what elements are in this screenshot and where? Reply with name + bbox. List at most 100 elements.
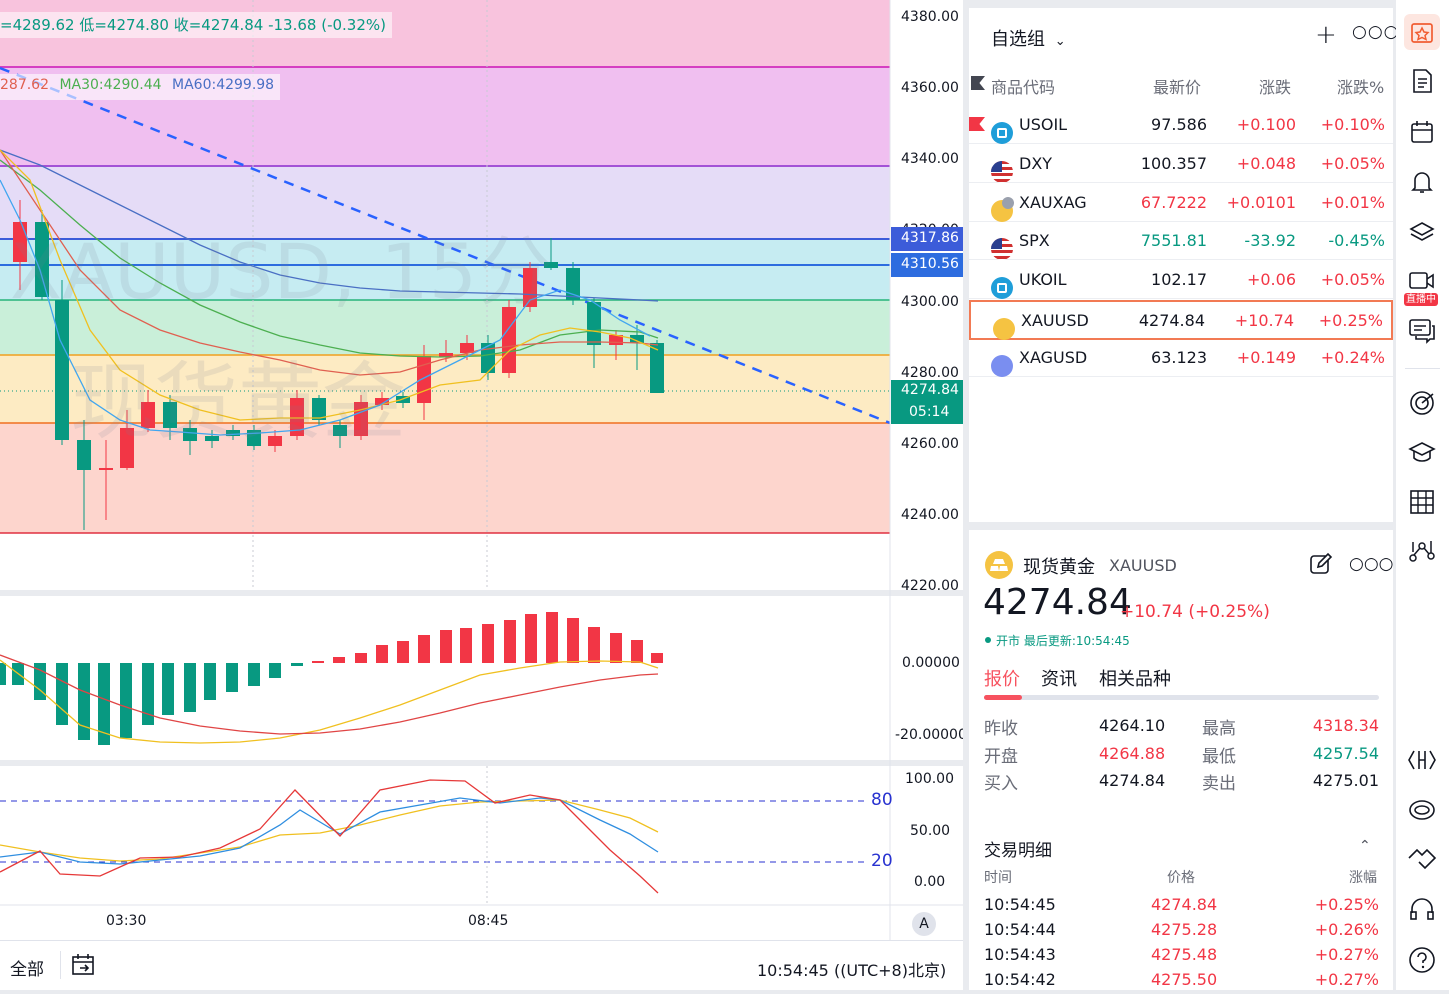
live-stream-icon[interactable] (1407, 266, 1437, 296)
symbol-name: XAGUSD (1019, 347, 1088, 367)
watchlist-row-spx[interactable]: SPX 7551.81 -33.92 -0.45% (969, 222, 1393, 261)
calendar-icon[interactable] (1407, 117, 1437, 147)
macd-bar (204, 663, 216, 700)
candle-body (99, 468, 113, 470)
handshake-icon[interactable] (1407, 843, 1437, 873)
symbol-name: XAUXAG (1019, 192, 1087, 212)
flag-marker-icon[interactable] (969, 117, 985, 131)
kdj-50-tick: 50.00 (910, 823, 951, 839)
symbol-name: SPX (1019, 231, 1050, 251)
header-symbol[interactable]: 商品代码 (991, 78, 1056, 97)
macd-bar (631, 640, 643, 663)
robot-icon[interactable] (1407, 795, 1437, 825)
add-symbol-icon[interactable]: + (1315, 20, 1337, 50)
price-chart[interactable] (0, 0, 963, 940)
candle-body (290, 398, 304, 436)
price-change-pct: +0.05% (1320, 270, 1385, 290)
grid-table-icon[interactable] (1407, 487, 1437, 517)
more-options-icon[interactable]: ○○○ (1352, 22, 1400, 42)
ohlc-legend: =4289.62 低=4274.80 收=4274.84 -13.68 (-0.… (0, 12, 392, 38)
watchlist-header: 商品代码 最新价 涨跌 涨跌% (969, 70, 1393, 104)
help-icon[interactable] (1407, 945, 1437, 975)
macd-bar (0, 663, 6, 685)
stat-label: 开盘 (984, 746, 1018, 767)
tab-news[interactable]: 资讯 (1041, 669, 1077, 690)
header-change-pct[interactable]: 涨跌% (1337, 78, 1385, 97)
trade-pct: +0.26% (1314, 920, 1379, 939)
price-tick: 4340.00 (901, 151, 959, 167)
news-icon[interactable] (1407, 66, 1437, 96)
time-tick-0845: 08:45 (468, 913, 509, 929)
last-price: 67.7222 (1140, 192, 1207, 212)
alert-bell-icon[interactable] (1407, 167, 1437, 197)
header-change[interactable]: 涨跌 (1259, 78, 1292, 97)
price-tick: 4360.00 (901, 80, 959, 96)
price-label-4317: 4317.86 (891, 227, 963, 251)
tab-quote[interactable]: 报价 (984, 669, 1020, 690)
price-change: +0.0101 (1226, 192, 1296, 212)
edit-icon[interactable] (1309, 552, 1333, 580)
trade-pct: +0.27% (1314, 970, 1379, 989)
trade-row: 10:54:42 4275.50 +0.27% (969, 970, 1393, 994)
watchlist-row-xagusd[interactable]: XAGUSD 63.123 +0.149 +0.24% (969, 339, 1393, 377)
market-status-dot (985, 637, 991, 643)
last-price: 102.17 (1151, 270, 1207, 290)
trade-price: 4275.28 (1151, 920, 1218, 939)
watchlist-row-xauxag[interactable]: XAUXAG 67.7222 +0.0101 +0.01% (969, 184, 1393, 222)
candle-body (333, 425, 347, 436)
chart-clock[interactable]: 10:54:45 ((UTC+8)北京) (757, 961, 947, 980)
us-flag-icon (991, 152, 1013, 183)
chevron-down-icon: ⌄ (1054, 34, 1066, 49)
candle-body (13, 222, 27, 262)
target-icon[interactable] (1407, 388, 1437, 418)
education-icon[interactable] (1407, 438, 1437, 468)
header-last[interactable]: 最新价 (1153, 78, 1202, 97)
layers-icon[interactable] (1407, 217, 1437, 247)
right-toolbar: 直播中 (1396, 0, 1449, 990)
market-status: 开市 最后更新:10:54:45 (996, 634, 1130, 648)
auto-scale-button[interactable]: A (912, 912, 936, 936)
network-icon[interactable] (1407, 536, 1437, 566)
chart-area[interactable]: =4289.62 低=4274.80 收=4274.84 -13.68 (-0.… (0, 0, 963, 990)
tab-related[interactable]: 相关品种 (1099, 669, 1171, 690)
watchlist-panel: 自选组 ⌄ + ○○○ 商品代码 最新价 涨跌 涨跌% USOIL 97.586 +… (969, 8, 1399, 522)
price-tick: 4240.00 (901, 507, 959, 523)
collapse-icon[interactable]: ⌃ (1359, 838, 1371, 854)
watchlist-row-usoil[interactable]: USOIL 97.586 +0.100 +0.10% (969, 106, 1393, 144)
watchlist-star-icon[interactable] (1404, 14, 1440, 50)
detail-price: 4274.84 (983, 582, 1132, 623)
price-tick: 4280.00 (901, 365, 959, 381)
code-brackets-icon[interactable] (1407, 745, 1437, 775)
candle-body (163, 402, 177, 428)
headset-icon[interactable] (1407, 895, 1437, 925)
kdj-level-20: 20 (871, 851, 893, 871)
stat-value: 4264.88 (1099, 743, 1166, 763)
chart-watermark-symbol: XAUUSD, 15分 (10, 227, 554, 316)
goto-date-icon[interactable] (70, 953, 96, 981)
oil-icon (991, 113, 1013, 144)
price-tick: 4300.00 (901, 294, 959, 310)
macd-zero-tick: 0.00000 (902, 655, 960, 671)
price-change-pct: +0.25% (1318, 311, 1383, 330)
watchlist-group-selector[interactable]: 自选组 ⌄ (991, 25, 1066, 51)
watchlist-row-ukoil[interactable]: UKOIL 102.17 +0.06 +0.05% (969, 261, 1393, 300)
us-flag-icon (991, 229, 1013, 261)
price-change-pct: -0.45% (1328, 231, 1385, 251)
symbol-detail-panel: 现货黄金 XAUUSD ○○○ 4274.84 +10.74 (+0.25%) … (969, 530, 1394, 990)
price-change: +0.06 (1246, 270, 1296, 290)
macd-bar (355, 653, 367, 663)
range-all-button[interactable]: 全部 (10, 960, 44, 980)
stat-label: 最低 (1202, 746, 1236, 767)
candle-body (630, 335, 644, 343)
price-change: +10.74 (1234, 311, 1294, 330)
tab-active-indicator (984, 695, 1022, 700)
detail-more-icon[interactable]: ○○○ (1349, 554, 1394, 574)
price-change: -33.92 (1244, 231, 1296, 251)
stat-value: 4257.54 (1312, 743, 1379, 763)
watchlist-row-xauusd[interactable]: XAUUSD 4274.84 +10.74 +0.25% (969, 300, 1393, 340)
watchlist-row-dxy[interactable]: DXY 100.357 +0.048 +0.05% (969, 145, 1393, 183)
price-tick: 4220.00 (901, 578, 959, 594)
chat-icon[interactable] (1407, 316, 1437, 346)
detail-name: 现货黄金 (1023, 557, 1095, 578)
chart-watermark-name: 现货黄金 (70, 353, 407, 451)
